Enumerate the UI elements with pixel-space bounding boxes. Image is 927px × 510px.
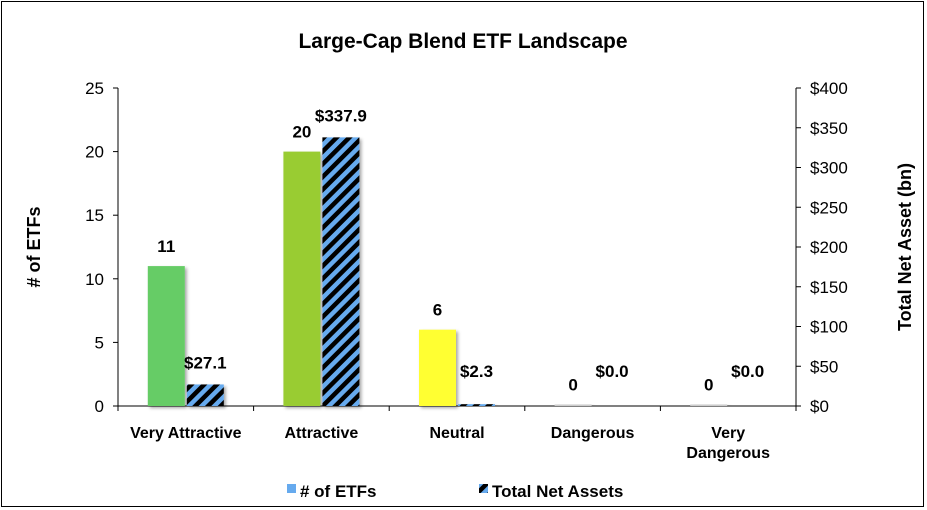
y-tick-label: 15 xyxy=(85,206,104,225)
data-label-net-assets: $27.1 xyxy=(184,353,227,372)
bars xyxy=(147,137,728,406)
y2-tick-label: $50 xyxy=(810,357,838,376)
bar-etf-count xyxy=(554,404,592,406)
data-label-net-assets: $0.0 xyxy=(596,362,629,381)
data-label-net-assets: $0.0 xyxy=(731,362,764,381)
y2-tick-label: $100 xyxy=(810,318,848,337)
legend-label-etfs: # of ETFs xyxy=(300,482,377,501)
data-label-etf-count: 6 xyxy=(433,301,442,320)
category-label: Neutral xyxy=(429,425,484,442)
axes: 0 5 10 15 20 25 $0 $50 $100 $150 $200 $250 $300 $350 $… xyxy=(85,79,848,462)
legend-label-net-assets: Total Net Assets xyxy=(492,482,623,501)
y-tick-label: 25 xyxy=(85,79,104,98)
y2-tick-label: $200 xyxy=(810,238,848,257)
data-label-net-assets: $337.9 xyxy=(315,106,367,125)
y-tick-label: 10 xyxy=(85,270,104,289)
data-label-etf-count: 0 xyxy=(568,376,577,395)
y-tick-label: 5 xyxy=(95,333,104,352)
bar-net-assets xyxy=(458,404,495,406)
bar-etf-count xyxy=(283,151,321,406)
bar-etf-count xyxy=(147,266,185,406)
y2-tick-label: $400 xyxy=(810,79,848,98)
bar-net-assets xyxy=(186,384,224,406)
y-tick-label: 20 xyxy=(85,143,104,162)
y2-tick-label: $150 xyxy=(810,278,848,297)
data-label-etf-count: 0 xyxy=(704,376,713,395)
legend-swatch-net-assets xyxy=(479,484,488,493)
chart-title: Large-Cap Blend ETF Landscape xyxy=(298,30,627,53)
data-labels: 11 $27.1 20$337.9 6 $2.3 0 $0.0 0 $0.0 xyxy=(157,106,764,394)
y-tick-label: 0 xyxy=(95,397,104,416)
y2-tick-label: $350 xyxy=(810,119,848,138)
category-label: Very Attractive xyxy=(130,425,242,442)
category-label: Dangerous xyxy=(686,445,770,462)
data-label-etf-count: 11 xyxy=(157,237,175,256)
bar-etf-count xyxy=(690,404,728,406)
category-label: Very xyxy=(711,425,745,442)
legend: # of ETFs Total Net Assets xyxy=(287,482,623,501)
category-label: Dangerous xyxy=(551,425,635,442)
data-label-net-assets: $2.3 xyxy=(460,362,493,381)
y-axis-title: # of ETFs xyxy=(24,206,44,287)
y2-tick-label: $300 xyxy=(810,159,848,178)
y2-tick-label: $0 xyxy=(810,397,829,416)
bar-net-assets xyxy=(322,137,360,406)
bar-etf-count xyxy=(419,329,456,406)
y2-tick-label: $250 xyxy=(810,198,848,217)
legend-swatch-etfs xyxy=(287,484,296,493)
data-label-etf-count: 20 xyxy=(292,123,311,142)
y2-axis-title: Total Net Asset (bn) xyxy=(895,163,915,331)
category-label: Attractive xyxy=(284,425,358,442)
